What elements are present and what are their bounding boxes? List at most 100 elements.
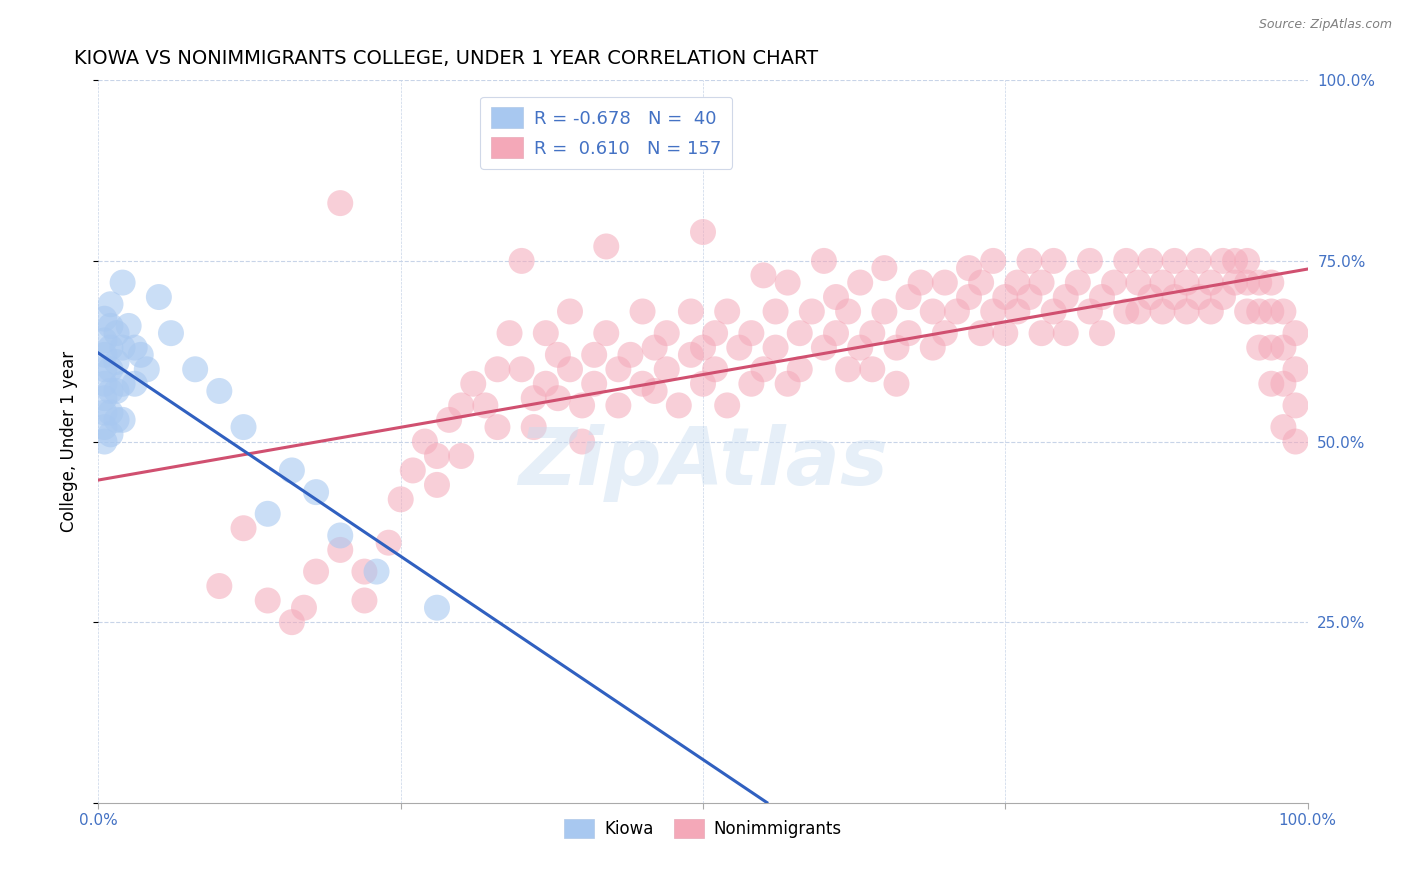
Point — [668, 398, 690, 412]
Point — [825, 290, 848, 304]
Point — [1042, 304, 1064, 318]
Point — [523, 420, 546, 434]
Point — [837, 362, 859, 376]
Point — [366, 565, 388, 579]
Point — [571, 398, 593, 412]
Point — [1018, 290, 1040, 304]
Point — [510, 362, 533, 376]
Point — [1054, 326, 1077, 340]
Point — [994, 326, 1017, 340]
Point — [897, 326, 920, 340]
Point — [256, 593, 278, 607]
Point — [921, 341, 943, 355]
Point — [329, 542, 352, 557]
Point — [644, 384, 666, 398]
Point — [1284, 398, 1306, 412]
Point — [981, 253, 1004, 268]
Point — [105, 326, 128, 340]
Text: Source: ZipAtlas.com: Source: ZipAtlas.com — [1258, 18, 1392, 31]
Point — [595, 239, 617, 253]
Point — [1078, 304, 1101, 318]
Point — [1260, 341, 1282, 355]
Point — [256, 507, 278, 521]
Point — [1163, 253, 1185, 268]
Point — [1284, 326, 1306, 340]
Point — [776, 276, 799, 290]
Point — [93, 406, 115, 420]
Point — [100, 341, 122, 355]
Point — [860, 362, 883, 376]
Point — [886, 341, 908, 355]
Point — [1260, 304, 1282, 318]
Point — [728, 341, 751, 355]
Point — [353, 593, 375, 607]
Point — [329, 528, 352, 542]
Point — [595, 326, 617, 340]
Point — [148, 290, 170, 304]
Point — [583, 376, 606, 391]
Point — [740, 326, 762, 340]
Point — [716, 398, 738, 412]
Point — [1115, 304, 1137, 318]
Point — [1175, 276, 1198, 290]
Point — [1152, 304, 1174, 318]
Point — [692, 341, 714, 355]
Point — [921, 304, 943, 318]
Point — [860, 326, 883, 340]
Point — [607, 362, 630, 376]
Point — [1007, 276, 1029, 290]
Point — [655, 326, 678, 340]
Point — [93, 362, 115, 376]
Point — [897, 290, 920, 304]
Point — [486, 420, 509, 434]
Point — [1188, 253, 1211, 268]
Point — [426, 449, 449, 463]
Point — [1199, 304, 1222, 318]
Point — [1091, 290, 1114, 304]
Point — [740, 376, 762, 391]
Point — [934, 326, 956, 340]
Point — [825, 326, 848, 340]
Point — [765, 304, 787, 318]
Point — [1078, 253, 1101, 268]
Point — [1175, 304, 1198, 318]
Point — [619, 348, 641, 362]
Point — [957, 261, 980, 276]
Point — [813, 341, 835, 355]
Point — [486, 362, 509, 376]
Point — [1128, 304, 1150, 318]
Point — [413, 434, 436, 449]
Point — [93, 420, 115, 434]
Point — [957, 290, 980, 304]
Point — [1031, 326, 1053, 340]
Point — [105, 384, 128, 398]
Point — [873, 304, 896, 318]
Point — [1236, 304, 1258, 318]
Point — [105, 355, 128, 369]
Point — [765, 341, 787, 355]
Point — [437, 413, 460, 427]
Point — [1260, 276, 1282, 290]
Point — [704, 326, 727, 340]
Point — [813, 253, 835, 268]
Point — [776, 376, 799, 391]
Point — [534, 376, 557, 391]
Point — [111, 276, 134, 290]
Point — [800, 304, 823, 318]
Point — [111, 376, 134, 391]
Point — [510, 253, 533, 268]
Point — [93, 311, 115, 326]
Point — [281, 463, 304, 477]
Point — [886, 376, 908, 391]
Point — [93, 391, 115, 405]
Point — [1163, 290, 1185, 304]
Point — [716, 304, 738, 318]
Point — [704, 362, 727, 376]
Point — [837, 304, 859, 318]
Point — [111, 413, 134, 427]
Point — [1018, 253, 1040, 268]
Point — [281, 615, 304, 630]
Text: KIOWA VS NONIMMIGRANTS COLLEGE, UNDER 1 YEAR CORRELATION CHART: KIOWA VS NONIMMIGRANTS COLLEGE, UNDER 1 … — [75, 48, 818, 68]
Point — [583, 348, 606, 362]
Point — [571, 434, 593, 449]
